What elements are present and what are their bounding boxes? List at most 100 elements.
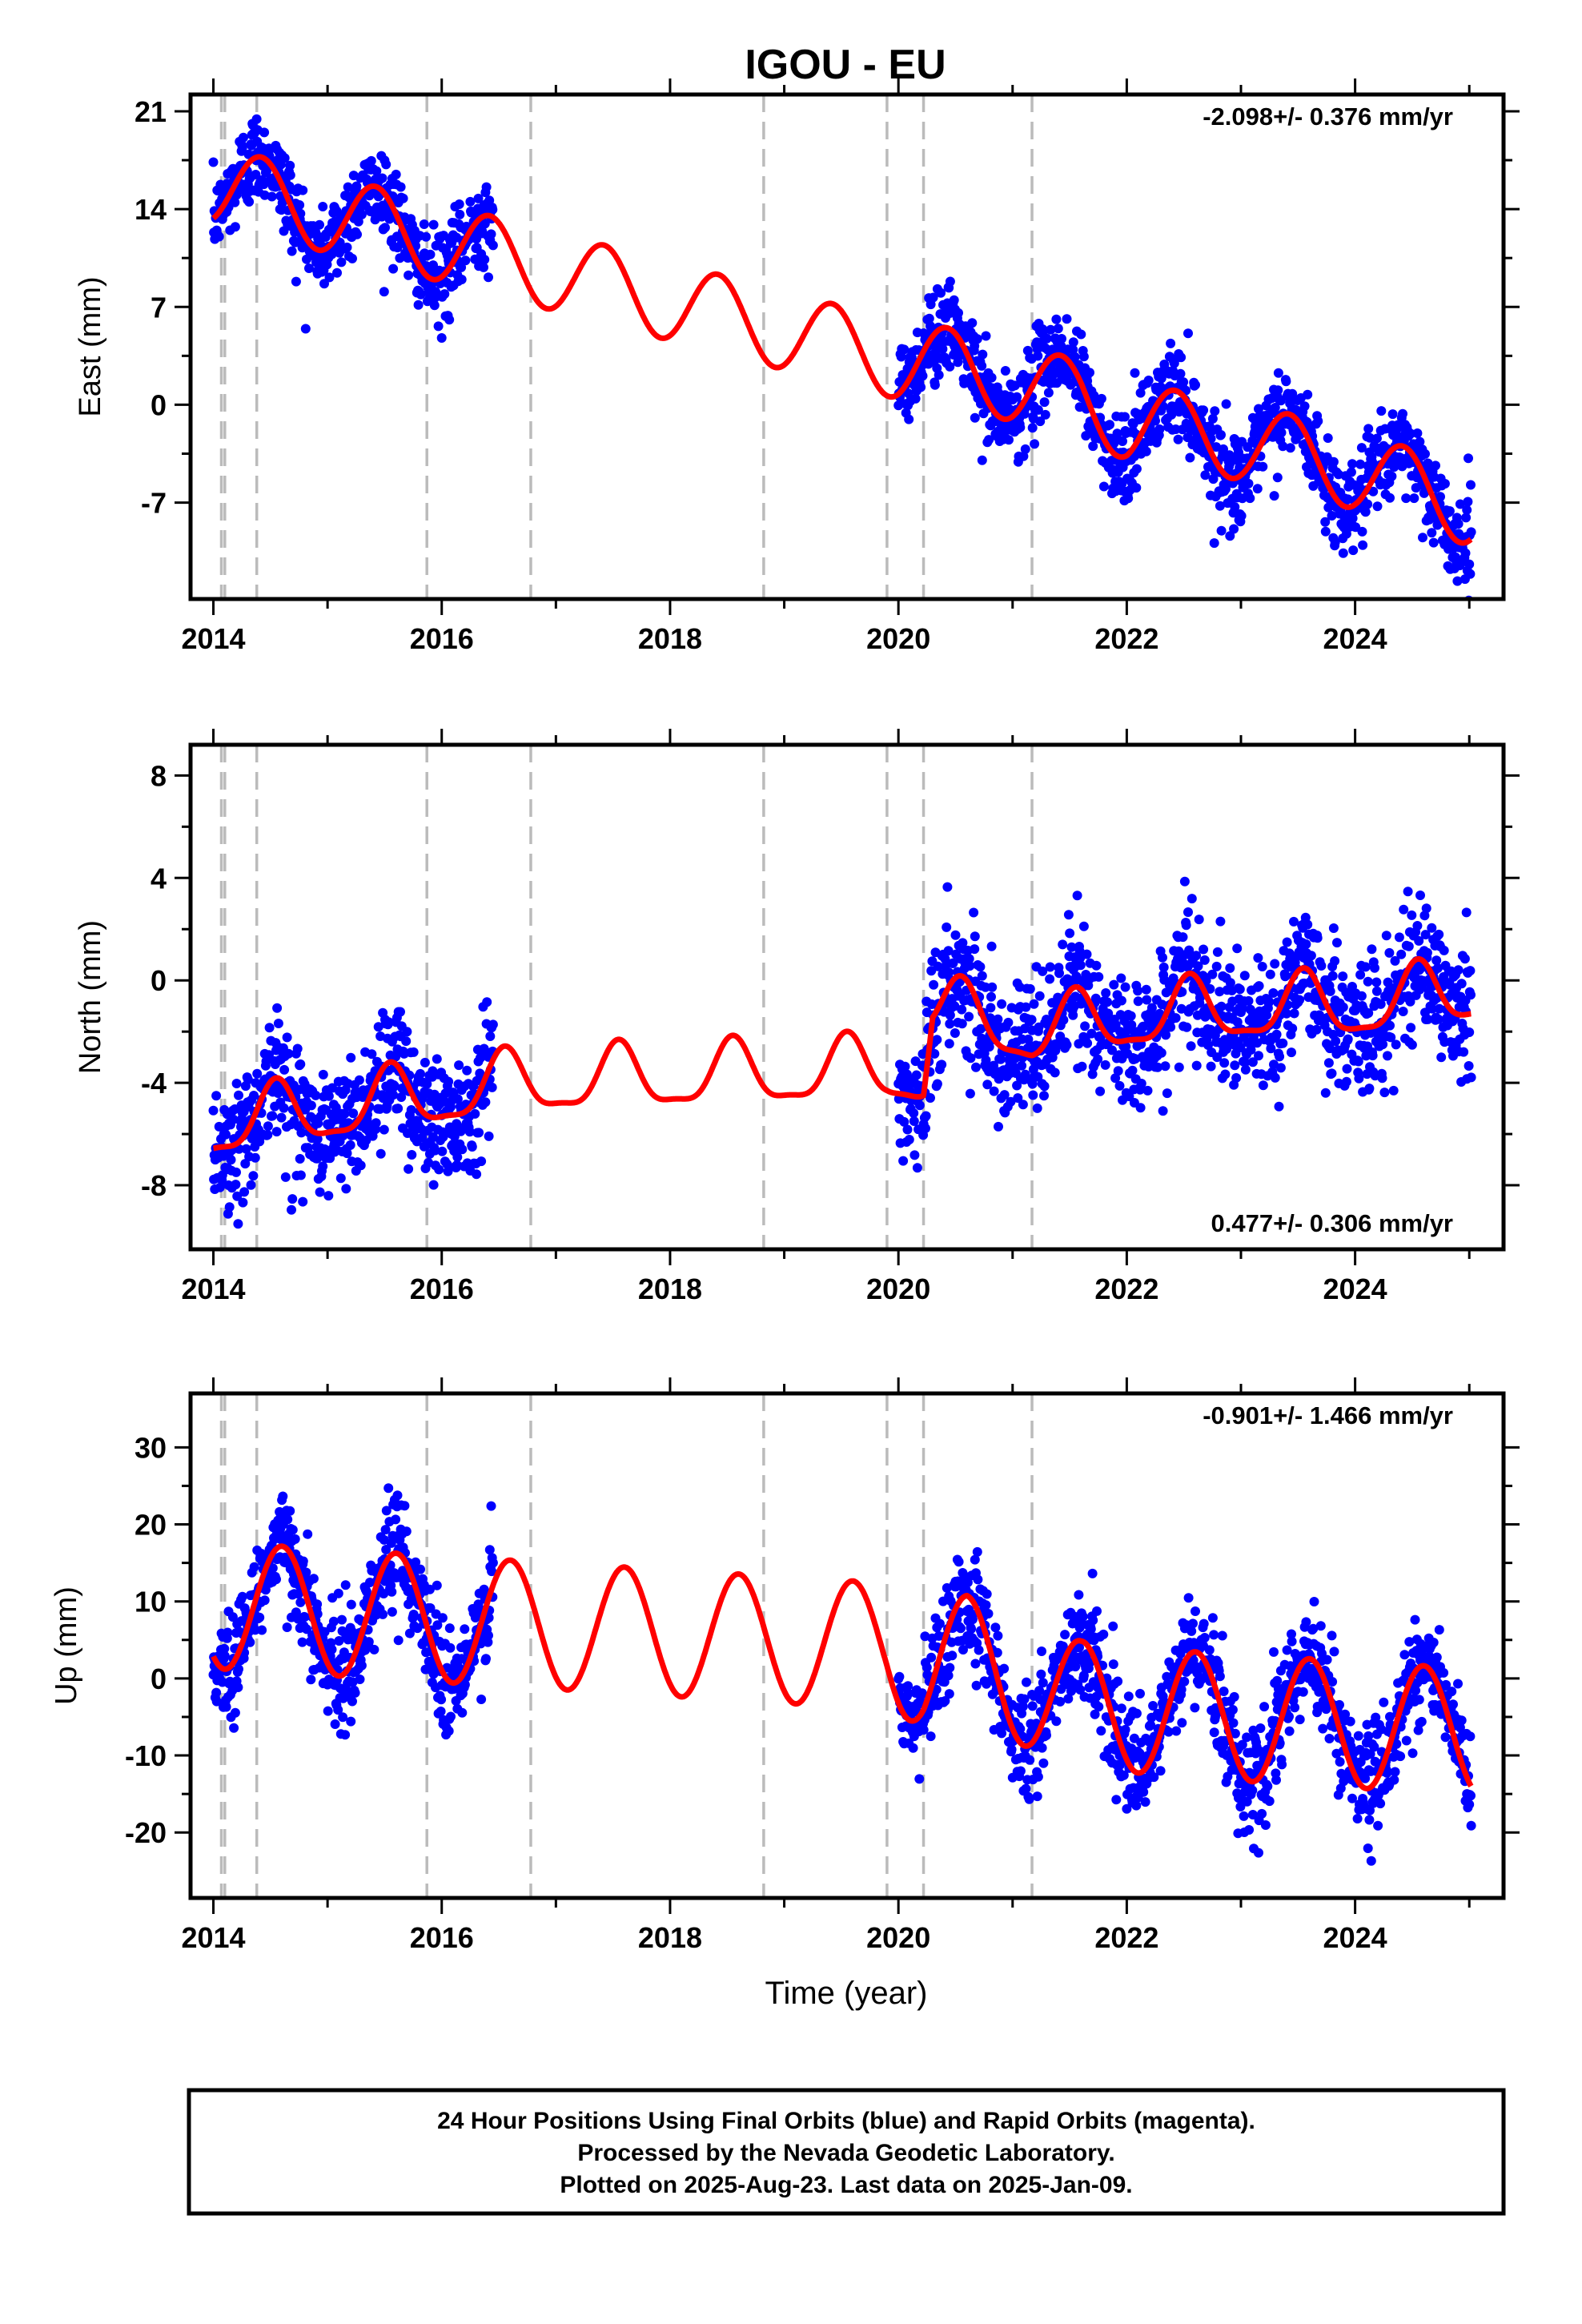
data-point [392, 1490, 403, 1501]
data-point [942, 882, 953, 892]
data-point [1207, 413, 1218, 424]
data-point [908, 1743, 918, 1753]
data-point [482, 997, 492, 1007]
data-point [1282, 937, 1292, 947]
data-point [1299, 401, 1310, 412]
data-point [977, 971, 987, 981]
data-point [944, 1039, 954, 1049]
data-point [480, 255, 490, 265]
data-point [1146, 426, 1157, 436]
data-point [1141, 984, 1151, 995]
data-point [402, 1027, 412, 1037]
data-point [1199, 405, 1209, 416]
data-point [1135, 388, 1146, 398]
data-point [237, 1591, 247, 1602]
data-point [1140, 1797, 1150, 1807]
data-point [404, 1164, 414, 1174]
data-point [406, 1105, 416, 1115]
data-point [224, 1202, 235, 1212]
data-point [945, 1019, 955, 1029]
y-tick-label: -8 [141, 1169, 167, 1202]
data-point [437, 1146, 448, 1156]
data-point [214, 1121, 224, 1132]
data-point [416, 289, 426, 300]
data-point [894, 1671, 905, 1682]
data-point [1058, 939, 1068, 950]
y-tick-label: -4 [141, 1067, 167, 1100]
data-point [1039, 1081, 1050, 1092]
data-point [1039, 1091, 1049, 1101]
data-point [1265, 969, 1275, 979]
data-point [1466, 527, 1476, 537]
data-point [1323, 433, 1333, 443]
data-point [1158, 1106, 1168, 1116]
data-point [1068, 344, 1078, 355]
data-point [1065, 928, 1075, 939]
data-point [993, 1630, 1003, 1641]
data-point [1216, 430, 1226, 440]
data-point [223, 1627, 233, 1638]
data-point [1230, 502, 1240, 513]
data-point [1221, 399, 1231, 409]
panel-up: 2014 2016 2018 2020 2022 2024-20-100102030Up … [50, 1377, 1520, 2011]
data-point [208, 157, 219, 167]
data-point [1313, 416, 1323, 426]
data-point [1025, 983, 1035, 994]
data-point [283, 1048, 294, 1059]
data-point [912, 1163, 922, 1173]
data-point [1035, 416, 1046, 427]
data-point [926, 1652, 937, 1663]
data-point [1427, 923, 1437, 933]
data-point [296, 1128, 307, 1138]
data-point [279, 153, 290, 163]
data-point [1459, 1047, 1469, 1057]
data-point [1403, 887, 1413, 897]
data-point [1461, 513, 1472, 523]
data-point [1403, 941, 1414, 951]
data-point [1098, 481, 1109, 492]
data-point [1199, 1633, 1210, 1642]
data-point [239, 132, 248, 143]
data-point [1088, 441, 1098, 452]
data-point [401, 1526, 412, 1537]
data-point [401, 1036, 412, 1047]
data-point [1276, 428, 1287, 438]
data-point [1328, 923, 1339, 933]
data-point [249, 1091, 259, 1100]
data-point [1360, 962, 1371, 972]
data-point [1113, 1676, 1123, 1687]
y-tick-label: 8 [151, 759, 167, 792]
data-point [250, 1152, 260, 1163]
data-point [379, 287, 389, 297]
data-point [1026, 1015, 1037, 1025]
data-point [232, 1191, 243, 1201]
data-point [1179, 876, 1190, 887]
data-point [400, 1501, 410, 1511]
data-point [1143, 376, 1154, 385]
data-point [283, 1514, 293, 1525]
data-point [970, 931, 980, 942]
data-point [1225, 531, 1235, 541]
data-point [306, 1100, 316, 1111]
data-point [1204, 1645, 1215, 1655]
data-point [328, 1616, 339, 1626]
data-point [1406, 1023, 1416, 1033]
data-point [1120, 1724, 1130, 1735]
data-point [221, 1702, 231, 1712]
data-point [1421, 903, 1431, 914]
data-point [1356, 991, 1367, 1001]
data-point [921, 1111, 931, 1121]
data-point [945, 1663, 955, 1673]
data-point [1253, 953, 1263, 963]
data-point [363, 1637, 374, 1647]
data-point [1131, 1708, 1142, 1719]
data-point [1368, 486, 1379, 497]
data-point [1347, 513, 1358, 524]
y-tick-label: 21 [135, 95, 167, 128]
data-point [396, 1007, 405, 1017]
data-point [1150, 416, 1160, 426]
data-point [476, 1156, 487, 1167]
data-point [324, 272, 335, 283]
data-point [1325, 986, 1335, 996]
